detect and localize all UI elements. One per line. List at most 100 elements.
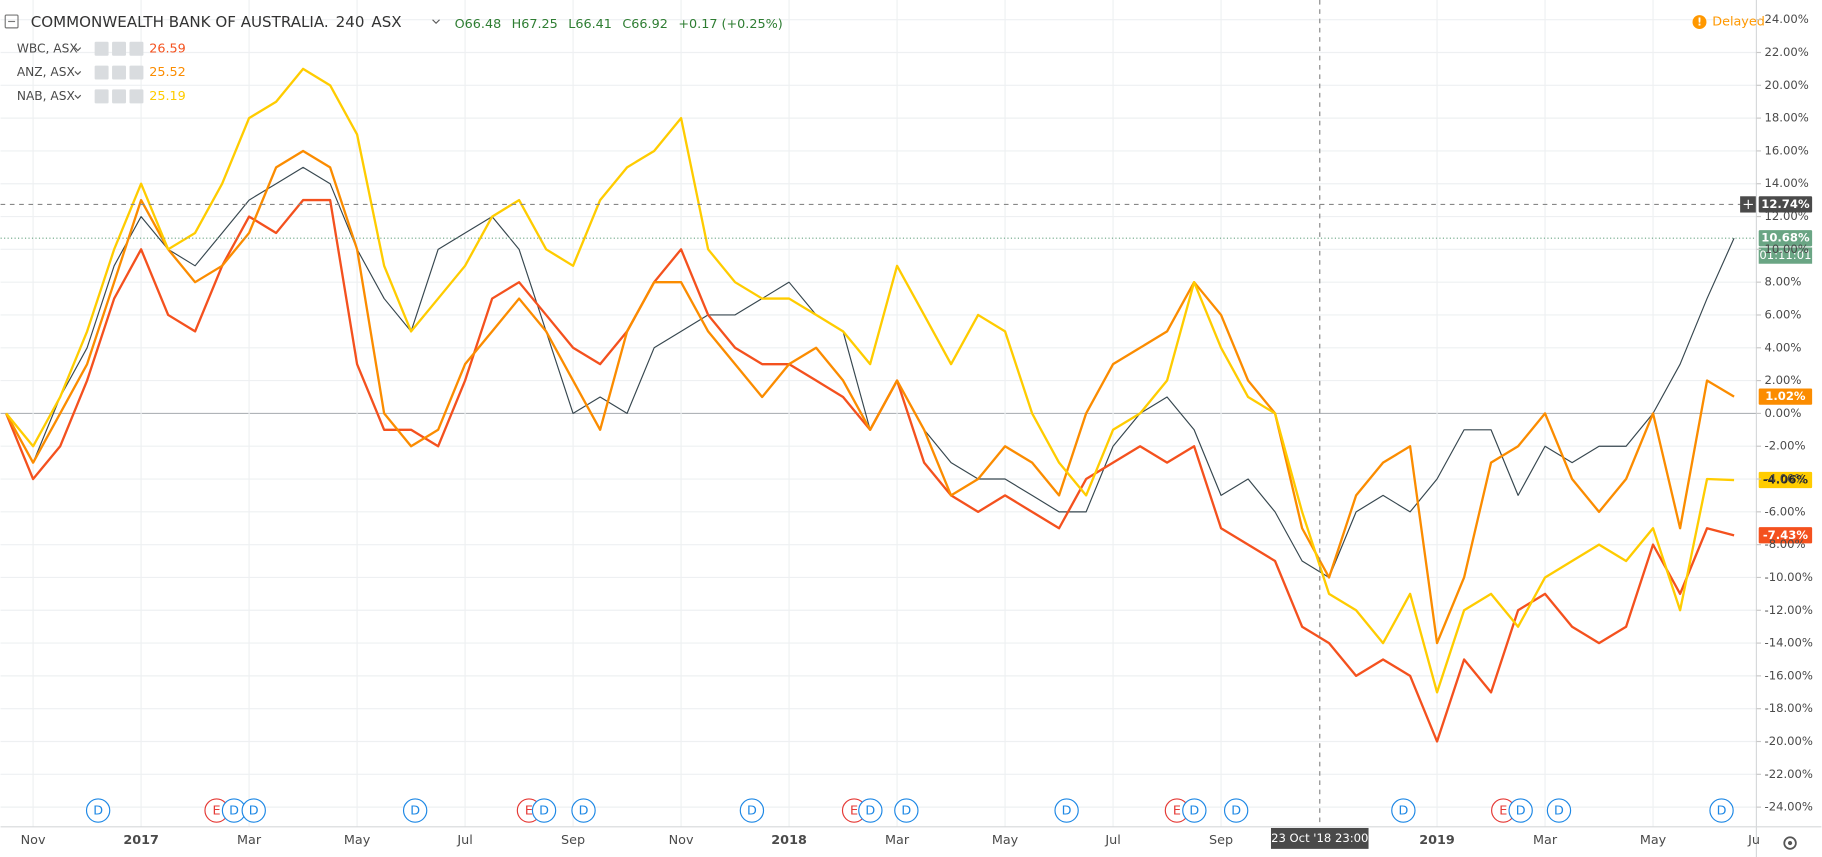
x-tick-label: Nov [21,833,46,848]
legend-name: ANZ, ASX [17,65,75,79]
event-label: D [747,804,757,819]
y-tick-label: -4.00% [1765,472,1806,486]
legend-name: WBC, ASX [17,41,78,55]
price-badge [1758,471,1813,489]
price-badge [1758,527,1813,544]
settings-icon[interactable] [1783,836,1797,850]
legend-button[interactable] [129,89,144,104]
legend-button[interactable] [94,65,109,80]
event-marker[interactable] [1709,798,1734,823]
event-label: D [229,804,239,819]
ohlc-value: O66.48 [455,17,502,32]
y-tick-label: 8.00% [1765,275,1802,289]
event-label: D [1516,804,1526,819]
x-tick-label: Ju [1747,833,1760,848]
legend-button[interactable] [112,41,126,56]
y-tick-label: 14.00% [1765,176,1809,190]
legend-button[interactable] [112,65,126,80]
legend-button[interactable] [129,65,144,80]
price-badge-label: -4.06% [1763,473,1808,487]
x-tick-label: May [992,833,1019,848]
symbol-title: COMMONWEALTH BANK OF AUSTRALIA. [31,13,329,31]
event-marker[interactable] [1054,798,1079,823]
event-marker[interactable] [531,798,557,823]
y-tick-label: 10.00% [1765,242,1809,256]
y-tick-label: 22.00% [1765,45,1809,59]
legend-value: 26.59 [149,41,186,56]
x-tick-label: Sep [1209,833,1233,848]
x-tick-label: Nov [669,833,694,848]
countdown-badge [1758,247,1813,264]
legend-button[interactable] [129,41,144,56]
y-tick-label: -14.00% [1765,636,1813,650]
plot [5,67,1735,743]
crosshair-plus [1743,199,1753,210]
y-tick-label: 16.00% [1765,143,1809,157]
event-label: E [525,804,533,819]
x-tick-label: 2018 [771,833,807,848]
y-tick-label: -8.00% [1765,537,1806,551]
event-label: E [1173,804,1181,819]
event-marker[interactable] [739,798,765,823]
x-tick-label: 2019 [1419,833,1455,848]
delayed-icon [1692,15,1707,30]
y-tick-label: 0.00% [1765,406,1802,420]
crosshair-x-badge [1270,827,1369,849]
ohlc-value: H67.25 [512,17,558,32]
event-label: E [1499,804,1507,819]
crosshair-x-label: 23 Oct '18 23:00 [1271,831,1368,845]
legend-caret[interactable] [74,94,82,99]
event-marker[interactable] [241,798,266,823]
ohlc-value: C66.92 [622,17,667,32]
interval: 240 [336,13,365,31]
price-badge-label: -7.43% [1763,528,1808,542]
dropdown-caret[interactable] [432,19,440,25]
event-marker[interactable] [1391,798,1416,823]
price-badge-label: 12.74% [1761,197,1810,211]
event-marker[interactable] [858,798,883,823]
delayed-icon-mark: ! [1697,17,1702,29]
event-label: D [579,804,589,819]
y-tick-label: -10.00% [1765,570,1813,584]
legend-caret[interactable] [74,47,82,52]
collapse-button[interactable] [4,14,19,29]
y-tick-label: -16.00% [1765,668,1813,682]
legend-button[interactable] [94,89,109,104]
y-tick-label: 6.00% [1765,307,1802,321]
legend-caret[interactable] [74,71,82,76]
event-marker[interactable] [571,798,596,823]
x-tick-label: Mar [237,833,262,848]
event-label: D [865,804,875,819]
event-marker[interactable] [1546,798,1572,823]
countdown-label: 01:11:01 [1759,248,1811,262]
price-change: +0.17 (+0.25%) [678,17,782,32]
event-marker[interactable] [85,798,111,823]
x-tick-label: Jul [1104,833,1120,848]
event-marker[interactable] [1182,798,1207,823]
event-marker[interactable] [402,798,428,823]
ohlc-value: L66.41 [568,17,612,32]
price-badge [1758,388,1813,405]
y-tick-label: -24.00% [1765,800,1813,814]
legend-name: NAB, ASX [17,89,75,103]
event-marker[interactable] [1223,798,1249,823]
legend-button[interactable] [112,89,126,104]
exchange: ASX [371,13,401,31]
y-tick-label: -20.00% [1765,734,1813,748]
y-tick-label: 20.00% [1765,78,1809,92]
y-tick-label: -22.00% [1765,767,1813,781]
price-badge [1758,196,1813,213]
event-label: D [249,804,259,819]
event-marker[interactable] [1508,798,1533,823]
legend-value: 25.52 [149,65,186,80]
legend-button[interactable] [94,41,109,56]
event-marker[interactable] [894,798,919,823]
x-tick-label: Jul [456,833,472,848]
y-tick-label: 4.00% [1765,340,1802,354]
price-badge-label: 10.68% [1761,231,1810,245]
event-label: E [213,804,221,819]
event-label: D [1189,804,1199,819]
y-tick-label: 2.00% [1765,373,1802,387]
